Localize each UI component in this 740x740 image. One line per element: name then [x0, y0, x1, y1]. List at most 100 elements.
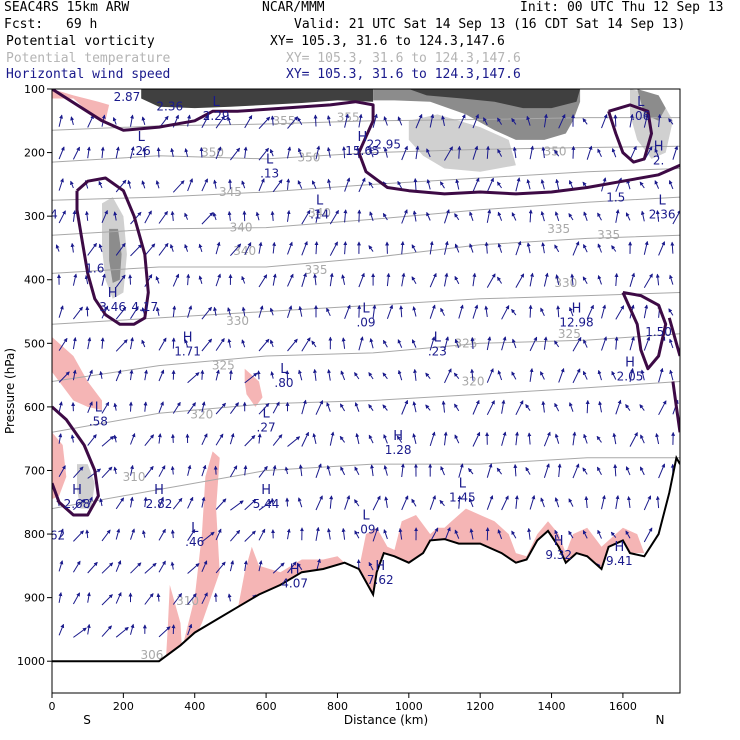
wind-vector: [315, 399, 324, 415]
wind-vector: [313, 114, 318, 127]
x-axis-title: Distance (km): [344, 713, 428, 727]
wind-vector: [187, 593, 197, 605]
wind-vector: [258, 147, 269, 161]
wind-vector: [257, 433, 262, 444]
wind-vector: [287, 561, 297, 574]
wind-vector: [497, 117, 503, 125]
wind-vector: [411, 339, 417, 348]
wind-vector: [669, 274, 674, 285]
wind-vector: [70, 180, 74, 189]
wind-shade-mid: [637, 89, 666, 121]
wind-vector: [526, 179, 531, 190]
center-name: NCAR/MMM: [262, 0, 325, 15]
wind-vector: [558, 113, 566, 129]
wind-vector: [326, 115, 331, 127]
wind-vector: [570, 273, 575, 286]
wind-vector: [258, 338, 270, 352]
wind-vector: [227, 338, 232, 348]
wind-vector: [611, 370, 617, 380]
wind-vector: [113, 466, 118, 475]
wind-vector: [86, 146, 91, 159]
wind-vector: [213, 306, 218, 316]
wind-vector: [85, 529, 90, 539]
pv-contour: [75, 176, 150, 326]
x-tick-label: 1600: [609, 700, 637, 713]
wind-vector: [227, 116, 231, 125]
wind-vector: [569, 306, 574, 317]
theta-label: 325: [454, 336, 477, 350]
wind-vector: [443, 431, 448, 446]
wind-vector: [541, 400, 546, 413]
axes: 0 200 400 600 800 1000 1200 1400 1600 100 200 300 40…: [17, 83, 637, 713]
wind-vector: [130, 337, 134, 350]
wind-vector: [158, 369, 165, 382]
wind-vector: [115, 242, 126, 256]
wind-vector: [382, 212, 388, 221]
hl-letter: L: [123, 76, 131, 91]
wind-vector: [526, 242, 531, 254]
wind-vector: [287, 116, 298, 129]
theta-isentrope-325: [52, 333, 680, 382]
wind-vector: [329, 495, 334, 509]
wind-vector: [439, 499, 445, 507]
wind-vector: [585, 399, 590, 414]
wind-vector: [258, 528, 266, 541]
wind-vector: [170, 529, 175, 539]
hl-value: .27: [257, 421, 276, 435]
wind-vector: [115, 274, 126, 288]
wind-vector: [258, 116, 271, 130]
wind-vector: [301, 272, 307, 287]
hl-value: 15.65: [345, 144, 379, 158]
wind-vector: [572, 336, 582, 352]
hl-value: 9.41: [606, 554, 633, 568]
theta-label: 325: [558, 327, 581, 341]
wind-vector: [326, 146, 331, 158]
wind-vector: [554, 149, 560, 157]
wind-vector: [511, 530, 517, 539]
wind-vector: [172, 180, 185, 193]
wind-vector: [601, 113, 608, 129]
hl-value: 1.50: [645, 325, 672, 339]
wind-vector: [326, 465, 331, 476]
wind-vector: [184, 339, 189, 348]
wind-vector: [401, 145, 408, 161]
x-tick-label: 600: [256, 700, 277, 713]
wind-vector: [397, 180, 403, 189]
wind-vector: [315, 209, 320, 223]
wind-vector: [640, 210, 645, 222]
wind-vector: [87, 369, 93, 382]
wind-vector: [397, 339, 403, 348]
wind-vector: [270, 115, 275, 126]
wind-vector: [58, 465, 66, 478]
wind-vector: [187, 402, 196, 414]
wind-vector: [601, 304, 607, 319]
wind-vector: [358, 113, 363, 128]
wind-vector: [358, 272, 365, 288]
wind-vector: [454, 243, 460, 253]
wind-vector: [99, 370, 104, 379]
fcst-value: 69 h: [66, 17, 98, 32]
wind-vector: [187, 563, 200, 574]
wind-vector: [301, 209, 311, 225]
wind-vector: [270, 371, 275, 379]
wind-vector: [287, 436, 301, 447]
wind-vector: [201, 401, 206, 413]
wind-vector: [411, 498, 417, 507]
wind-vector: [72, 210, 77, 222]
wind-vector: [143, 401, 148, 412]
wind-vector: [128, 401, 133, 412]
wind-vector: [201, 531, 215, 543]
wind-vector: [670, 241, 675, 254]
pv-contour: [52, 89, 680, 196]
wind-vector: [258, 178, 265, 192]
wind-vector: [228, 178, 233, 190]
hl-value: 2.87: [114, 90, 141, 104]
wind-vector: [640, 369, 645, 381]
hl-letter: H: [375, 559, 385, 574]
wind-vector: [241, 180, 246, 189]
wind-vector: [58, 305, 64, 318]
wind-vector: [144, 593, 154, 605]
hl-letter: L: [459, 477, 467, 492]
wind-vector: [215, 402, 226, 415]
wind-vector: [115, 626, 129, 638]
